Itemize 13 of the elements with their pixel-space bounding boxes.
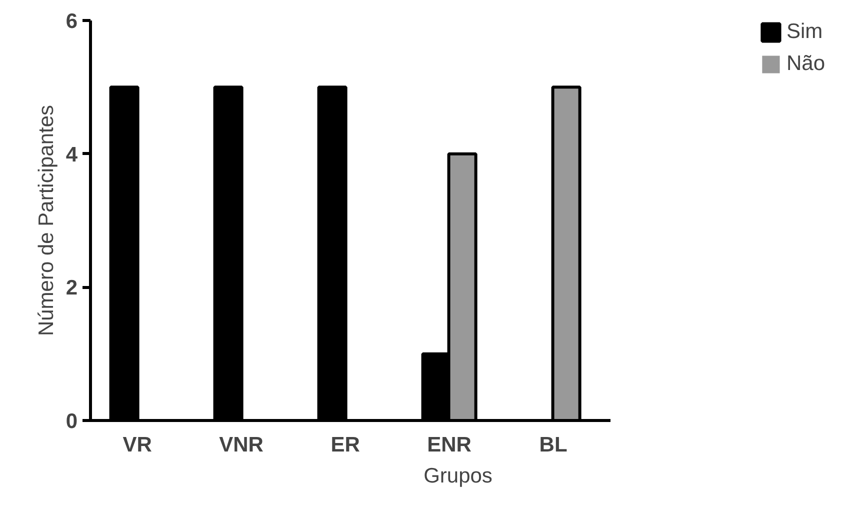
x-tick-label: ER bbox=[330, 434, 360, 456]
x-tick-label: BL bbox=[539, 434, 568, 456]
y-tick-label: 6 bbox=[66, 10, 78, 33]
y-tick-label: 0 bbox=[66, 410, 78, 433]
y-axis-title: Número de Participantes bbox=[34, 104, 58, 336]
y-tick-label: 4 bbox=[66, 143, 78, 166]
x-axis-title: Grupos bbox=[424, 464, 492, 488]
legend-label: Não bbox=[786, 52, 825, 76]
x-tick-label: ENR bbox=[427, 434, 472, 456]
x-tick-label: VR bbox=[122, 434, 152, 456]
x-tick-label: VNR bbox=[219, 434, 264, 456]
legend-label: Sim bbox=[786, 20, 823, 44]
y-tick-label: 2 bbox=[66, 276, 78, 300]
